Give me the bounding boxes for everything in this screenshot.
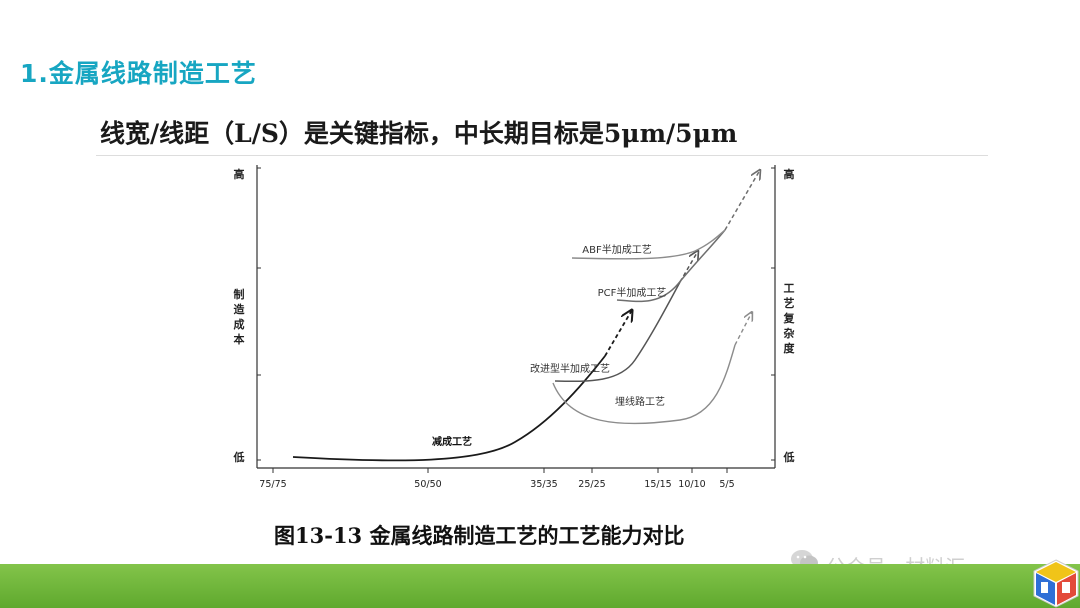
- chart-curves: [292, 170, 760, 462]
- svg-text:制: 制: [234, 287, 245, 301]
- y-tick-label-high-right: 高: [784, 167, 795, 181]
- svg-text:工: 工: [784, 282, 795, 295]
- x-tick-label: 25/25: [578, 479, 605, 490]
- process-capability-chart: 75/7550/5035/3525/2515/1510/105/5线宽/线距/(…: [233, 165, 796, 490]
- divider: [96, 155, 988, 156]
- series-label-3: PCF半加成工艺: [598, 286, 667, 299]
- x-tick-label: 10/10: [678, 479, 705, 490]
- colorful-cube-logo-icon: [1033, 559, 1079, 608]
- figure-caption: 图13-13 金属线路制造工艺的工艺能力对比: [274, 523, 685, 548]
- series-arrow-3: [724, 170, 760, 231]
- series-line-5: [552, 344, 736, 425]
- svg-text:成: 成: [234, 317, 245, 331]
- x-tick-label: 15/15: [644, 479, 671, 490]
- y-tick-label-low-right: 低: [783, 450, 795, 464]
- series-arrow-1: [604, 310, 632, 357]
- footer-bar: [0, 564, 1080, 608]
- series-arrow-5: [734, 312, 752, 346]
- svg-text:复: 复: [783, 311, 796, 325]
- x-tick-label: 5/5: [719, 479, 734, 490]
- subtitle: 线宽/线距（L/S）是关键指标，中长期目标是5μm/5μm: [100, 119, 738, 148]
- series-line-3: [616, 229, 726, 303]
- svg-text:艺: 艺: [784, 296, 795, 310]
- series-line-1: [292, 355, 606, 462]
- series-label-5: 埋线路工艺: [615, 395, 665, 408]
- y-tick-label-high-left: 高: [234, 167, 245, 181]
- chart-labels: 75/7550/5035/3525/2515/1510/105/5线宽/线距/(…: [233, 167, 796, 490]
- series-label-2: 改进型半加成工艺: [530, 362, 610, 375]
- series-line-2: [554, 281, 681, 383]
- series-arrow-2: [679, 251, 698, 283]
- x-tick-label: 35/35: [530, 479, 557, 490]
- y-tick-label-low-left: 低: [233, 450, 245, 464]
- x-tick-label: 75/75: [259, 479, 286, 490]
- series-label-4: ABF半加成工艺: [582, 243, 651, 256]
- section-title: 1.金属线路制造工艺: [20, 59, 257, 88]
- svg-text:杂: 杂: [784, 326, 795, 340]
- svg-text:本: 本: [234, 332, 245, 346]
- chart-axes: [256, 165, 776, 473]
- series-line-4: [571, 229, 726, 260]
- series-label-1: 减成工艺: [432, 435, 472, 448]
- svg-text:度: 度: [784, 341, 796, 355]
- svg-text:造: 造: [234, 302, 246, 316]
- x-tick-label: 50/50: [414, 479, 441, 490]
